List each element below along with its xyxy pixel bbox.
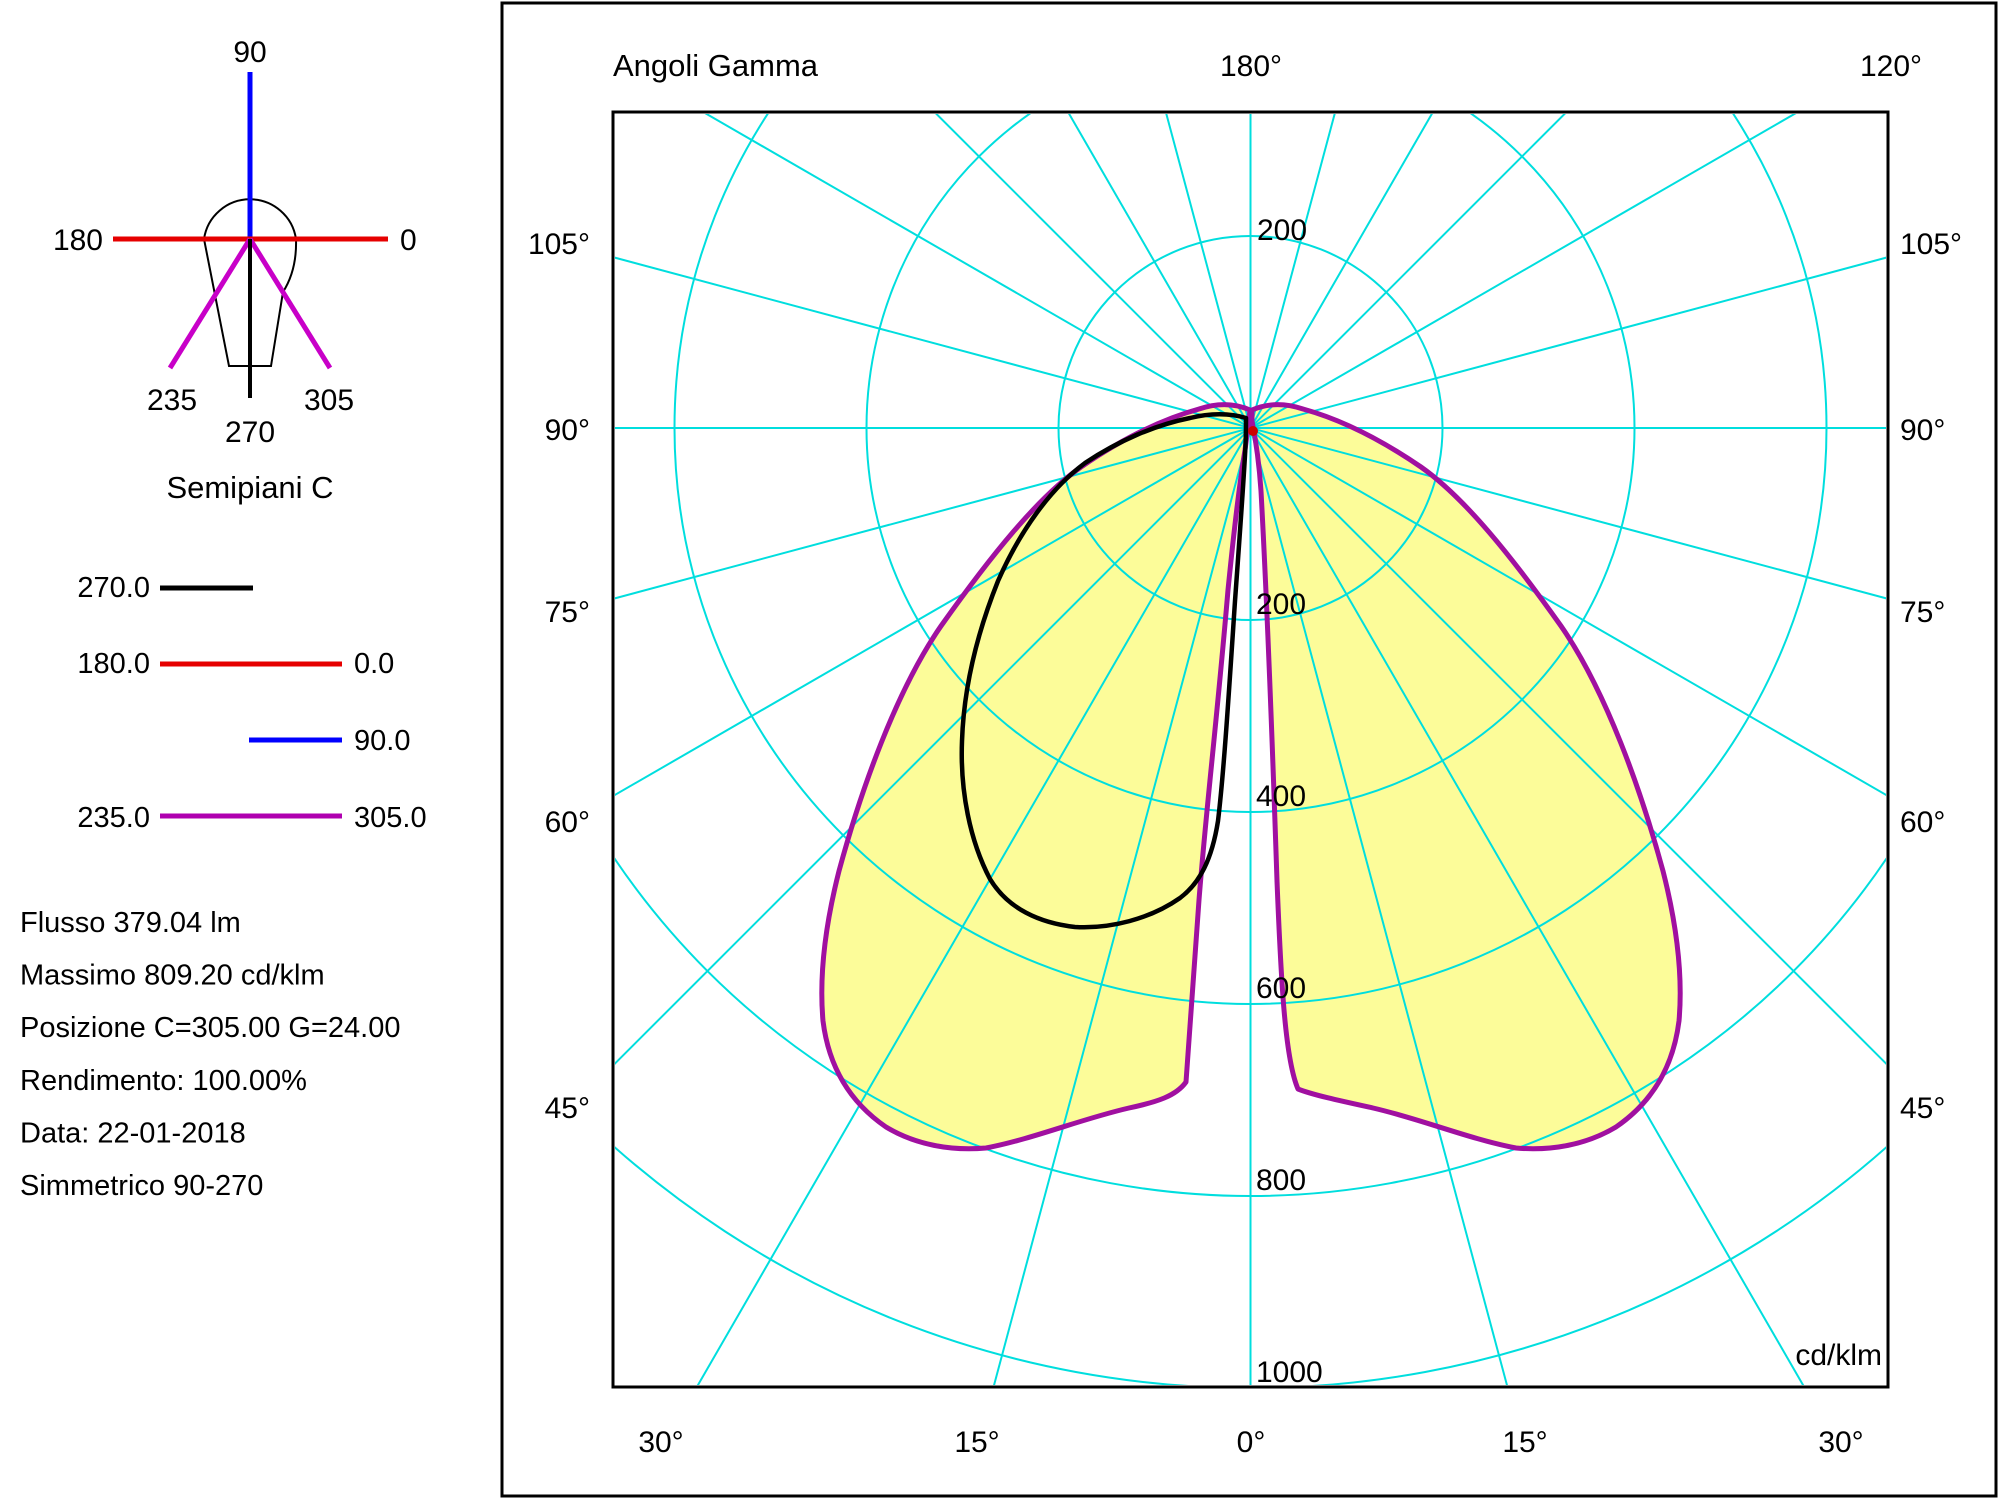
gamma-angle-label-left: 60°: [545, 806, 590, 839]
plot-border: [611, 110, 1890, 1389]
gamma-angle-label-top: 120°: [1860, 50, 1922, 83]
c305-distribution-curve: [1249, 402, 1683, 1152]
gamma-angle-label-bottom: 15°: [954, 1426, 999, 1459]
legend-label-305: 305.0: [354, 802, 427, 834]
lamp-axis-label-270: 270: [225, 416, 275, 449]
semiplanes-subtitle: Semipiani C: [166, 470, 333, 505]
info-line: Rendimento: 100.00%: [20, 1065, 307, 1097]
gamma-angle-label-top: 180°: [1220, 50, 1282, 83]
gamma-angle-label-right: 45°: [1900, 1092, 1945, 1125]
c270-distribution-curve: [959, 412, 1249, 930]
ring-value-label: 600: [1256, 972, 1306, 1005]
legend-label-270: 270.0: [77, 572, 150, 604]
lamp-axis-label-180: 180: [53, 224, 103, 257]
info-line: Simmetrico 90-270: [20, 1170, 263, 1202]
gamma-angle-label-right: 90°: [1900, 414, 1945, 447]
c305-axis-line: [247, 237, 333, 370]
gamma-angle-label-bottom: 30°: [1818, 1426, 1863, 1459]
gamma-angle-label-bottom: 0°: [1237, 1426, 1266, 1459]
info-line: Massimo 809.20 cd/klm: [20, 960, 325, 992]
lamp-axis-label-235: 235: [147, 384, 197, 417]
ring-value-label: 800: [1256, 1164, 1306, 1197]
photometric-info-block: Flusso 379.04 lm Massimo 809.20 cd/klm Pos…: [20, 907, 401, 1202]
lamp-axis-label-0: 0: [400, 224, 417, 257]
gamma-angle-label-left: 90°: [545, 414, 590, 447]
c235-distribution-curve: [819, 402, 1253, 1152]
gamma-angle-label-right: 75°: [1900, 596, 1945, 629]
legend-label-180: 180.0: [77, 648, 150, 680]
legend-label-235: 235.0: [77, 802, 150, 834]
gamma-angle-label-right: 60°: [1900, 806, 1945, 839]
gamma-angle-label-left: 105°: [528, 228, 590, 261]
info-line: Flusso 379.04 lm: [20, 907, 241, 939]
legend-label-0: 0.0: [354, 648, 394, 680]
c235-lobe-fill: [821, 404, 1250, 1149]
gamma-angle-label-bottom: 30°: [638, 1426, 683, 1459]
unit-label: cd/klm: [1795, 1339, 1882, 1372]
c305-lobe-fill: [1252, 404, 1681, 1149]
gamma-angle-label-left: 45°: [545, 1092, 590, 1125]
lamp-icon: [202, 198, 298, 367]
info-line: Data: 22-01-2018: [20, 1117, 246, 1149]
ring-value-label: 200: [1256, 588, 1306, 621]
gamma-angle-label-right: 105°: [1900, 228, 1962, 261]
chart-title: Angoli Gamma: [613, 48, 819, 83]
ring-value-label: 200: [1257, 214, 1307, 247]
max-position-marker: [1248, 426, 1258, 436]
c235-axis-line: [167, 237, 253, 370]
ring-value-label: 1000: [1256, 1356, 1323, 1389]
legend-label-90: 90.0: [354, 725, 410, 757]
ring-value-label: 400: [1256, 780, 1306, 813]
c-planes-legend: 270.0 180.0 0.0 90.0 235.0 305.0: [77, 572, 426, 834]
luminaire-c-planes-glyph: 90 180 0 235 305 270: [53, 36, 417, 449]
gamma-angle-label-bottom: 15°: [1502, 1426, 1547, 1459]
lamp-axis-label-305: 305: [304, 384, 354, 417]
gamma-angle-label-left: 75°: [545, 596, 590, 629]
report-outer-frame: [500, 1, 1998, 1498]
lamp-axis-label-90: 90: [233, 36, 266, 69]
info-line: Posizione C=305.00 G=24.00: [20, 1012, 401, 1044]
